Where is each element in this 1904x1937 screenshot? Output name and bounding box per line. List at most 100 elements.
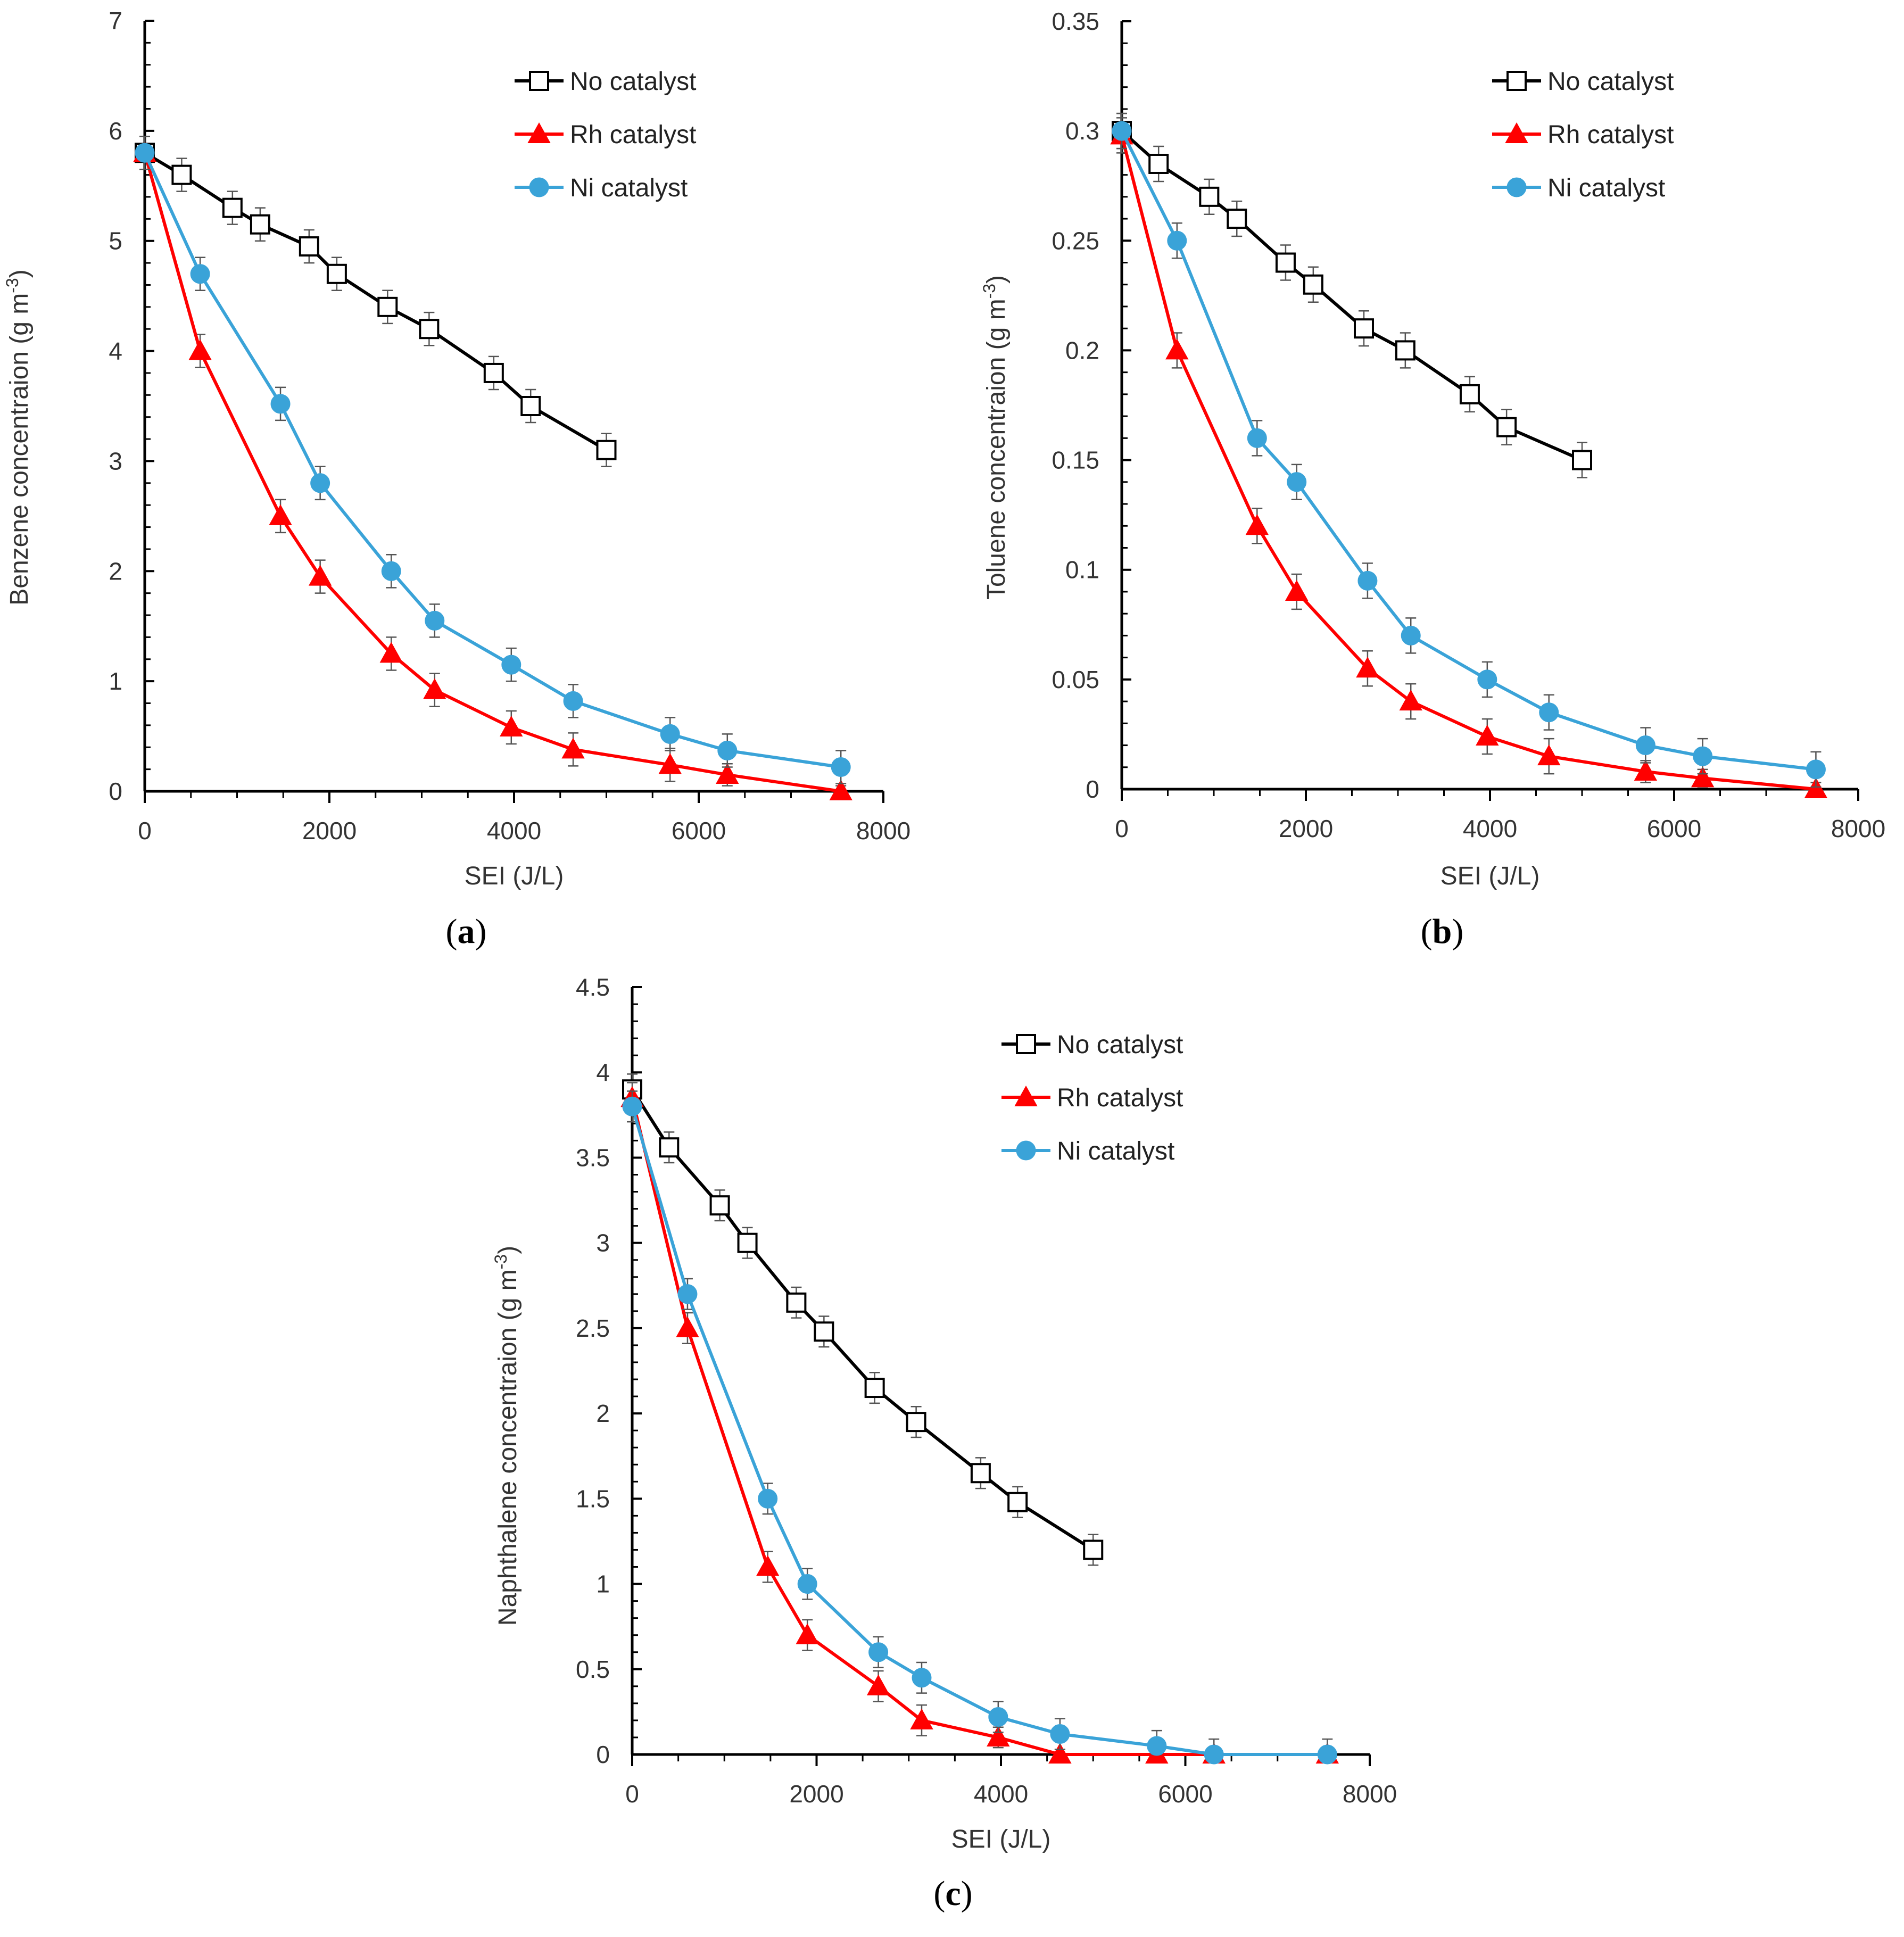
x-tick-label: 4000 [1463, 815, 1517, 842]
legend: No catalyst Rh catalyst Ni catalyst [515, 68, 696, 202]
data-point [1245, 514, 1269, 535]
series-line [143, 152, 841, 769]
data-point [1147, 1736, 1167, 1756]
x-tick-label: 6000 [1647, 815, 1701, 842]
y-tick-label: 5 [109, 227, 122, 255]
legend-marker [529, 71, 549, 91]
data-point [1693, 746, 1713, 766]
panel-label: (c) [933, 1874, 972, 1913]
x-tick-label: 8000 [1343, 1780, 1397, 1808]
data-point [912, 1668, 932, 1688]
x-axis-label: SEI (J/L) [1441, 862, 1540, 890]
series-no-catalyst [135, 135, 617, 468]
legend-marker [1016, 1034, 1036, 1054]
y-tick-label: 0.25 [1052, 227, 1099, 254]
data-point [659, 1137, 680, 1158]
legend-marker [527, 122, 551, 143]
data-point [658, 753, 682, 774]
y-axis-label-close: ) [494, 1246, 522, 1254]
y-axis-label-main: Toluene concentraion (g m [982, 299, 1011, 600]
data-point [1806, 759, 1826, 780]
legend-label: No catalyst [1057, 1031, 1183, 1059]
y-tick-label: 0.2 [1065, 336, 1099, 364]
data-point [270, 394, 291, 414]
series-no-catalyst [1112, 112, 1592, 478]
y-tick-label: 3.5 [576, 1144, 610, 1171]
data-point [1496, 417, 1517, 437]
y-tick-label: 2.5 [576, 1314, 610, 1342]
y-axis-label-superscript: -3 [980, 284, 999, 299]
data-point [1477, 669, 1497, 690]
chart-panel-c: 0 2000 4000 6000 8000 0 0.5 1 1.5 2 2.5 3 3.5 4 4.5 SEI… [491, 973, 1397, 1913]
data-point [135, 143, 155, 163]
legend-item: No catalyst [515, 68, 696, 96]
panel-label: (a) [446, 912, 487, 951]
y-tick-label: 1.5 [576, 1485, 610, 1512]
y-tick-label: 1 [109, 667, 122, 695]
y-tick-label: 2 [596, 1400, 610, 1427]
x-tick-label: 0 [1115, 815, 1129, 842]
data-point [814, 1321, 834, 1342]
legend-marker [1505, 122, 1528, 143]
x-tick-label: 6000 [1158, 1780, 1212, 1808]
y-tick-label: 3 [109, 447, 122, 475]
legend-item: Ni catalyst [1001, 1137, 1174, 1165]
data-point [676, 1316, 699, 1337]
data-point [379, 642, 403, 663]
panel-label-letter: c [945, 1874, 961, 1913]
legend-marker [1506, 177, 1527, 197]
y-tick-label: 0.05 [1052, 666, 1099, 693]
data-point [829, 779, 852, 800]
series-ni-catalyst [622, 1090, 1337, 1765]
data-point [561, 738, 585, 759]
panel-label-close: ) [475, 912, 487, 951]
data-point [988, 1707, 1008, 1727]
legend-label: No catalyst [1547, 68, 1674, 96]
x-tick-label: 0 [138, 817, 152, 845]
panel-label-close: ) [1452, 912, 1463, 951]
data-point [970, 1463, 991, 1484]
series-line [143, 152, 841, 793]
panel-label: (b) [1421, 912, 1464, 951]
data-point [1287, 472, 1307, 492]
y-tick-label: 4 [109, 337, 122, 365]
y-tick-label: 0.35 [1052, 7, 1099, 35]
data-point [1007, 1492, 1028, 1512]
data-point [419, 319, 440, 340]
data-point [868, 1642, 889, 1662]
legend-item: No catalyst [1492, 68, 1674, 96]
panel-label-letter: b [1433, 912, 1452, 951]
data-point [250, 214, 270, 235]
data-point [269, 504, 292, 525]
y-tick-label: 4 [596, 1058, 610, 1086]
data-point [864, 1378, 885, 1398]
data-point [1635, 735, 1655, 756]
series-ni-catalyst [1112, 112, 1826, 788]
data-point [1357, 570, 1378, 591]
data-point [222, 197, 243, 218]
legend-label: Ni catalyst [1547, 174, 1665, 202]
y-axis-label-close: ) [982, 275, 1011, 284]
data-point [483, 362, 504, 383]
data-point [1285, 580, 1309, 601]
legend: No catalyst Rh catalyst Ni catalyst [1001, 1031, 1183, 1165]
data-point [1167, 230, 1187, 251]
x-tick-label: 8000 [1831, 815, 1885, 842]
x-tick-label: 0 [625, 1780, 639, 1808]
legend-marker [529, 177, 549, 197]
y-axis-label: Toluene concentraion (g m-3) [980, 275, 1011, 600]
chart-panel-b: 0 2000 4000 6000 8000 0 0.05 0.1 0.15 0.2 0.25 0.3 0… [980, 7, 1885, 951]
legend-label: Ni catalyst [570, 174, 688, 202]
y-axis-label: Benzene concentraion (g m-3) [3, 269, 34, 605]
data-point [326, 263, 347, 284]
data-point [1247, 428, 1267, 448]
data-point [1634, 759, 1658, 781]
data-point [1165, 338, 1189, 360]
y-axis-label: Naphthalene concentraion (g m-3) [491, 1246, 522, 1626]
data-point [1204, 1744, 1224, 1765]
x-tick-label: 6000 [672, 817, 726, 845]
x-tick-label: 8000 [856, 817, 910, 845]
data-point [1476, 724, 1499, 746]
legend-item: Rh catalyst [515, 121, 696, 149]
legend-marker [1506, 71, 1527, 91]
